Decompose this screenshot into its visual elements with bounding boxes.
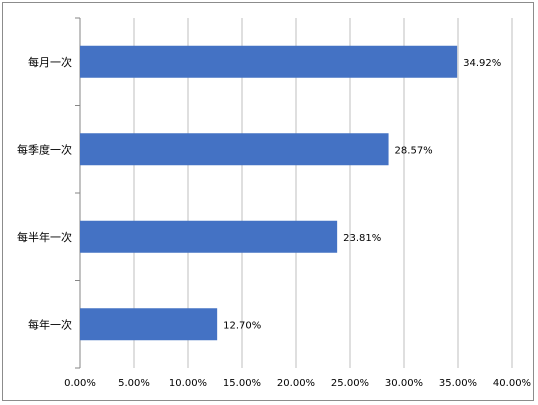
data-label: 23.81% xyxy=(343,233,381,244)
x-tick-label: 15.00% xyxy=(223,378,261,389)
axes xyxy=(75,17,81,369)
data-label: 28.57% xyxy=(395,145,433,156)
data-label: 12.70% xyxy=(223,320,261,331)
x-tick-label: 10.00% xyxy=(169,378,207,389)
category-label: 每季度一次 xyxy=(17,142,72,156)
data-label: 34.92% xyxy=(463,58,501,69)
category-label: 每半年一次 xyxy=(17,230,72,244)
bars xyxy=(80,45,458,341)
labels: 0.00% 5.00% 10.00% 15.00% 20.00% 25.00% 30.00%… xyxy=(17,55,531,389)
category-label: 每年一次 xyxy=(28,317,72,331)
x-tick-label: 30.00% xyxy=(385,378,423,389)
x-tick-label: 40.00% xyxy=(493,378,531,389)
x-tick-label: 20.00% xyxy=(277,378,315,389)
category-label: 每月一次 xyxy=(28,55,72,69)
x-tick-label: 0.00% xyxy=(64,378,96,389)
bar xyxy=(80,220,338,253)
bar xyxy=(80,308,218,341)
x-tick-label: 35.00% xyxy=(439,378,477,389)
bar xyxy=(80,133,389,166)
bar xyxy=(80,45,458,78)
x-tick-label: 5.00% xyxy=(118,378,150,389)
x-tick-label: 25.00% xyxy=(331,378,369,389)
